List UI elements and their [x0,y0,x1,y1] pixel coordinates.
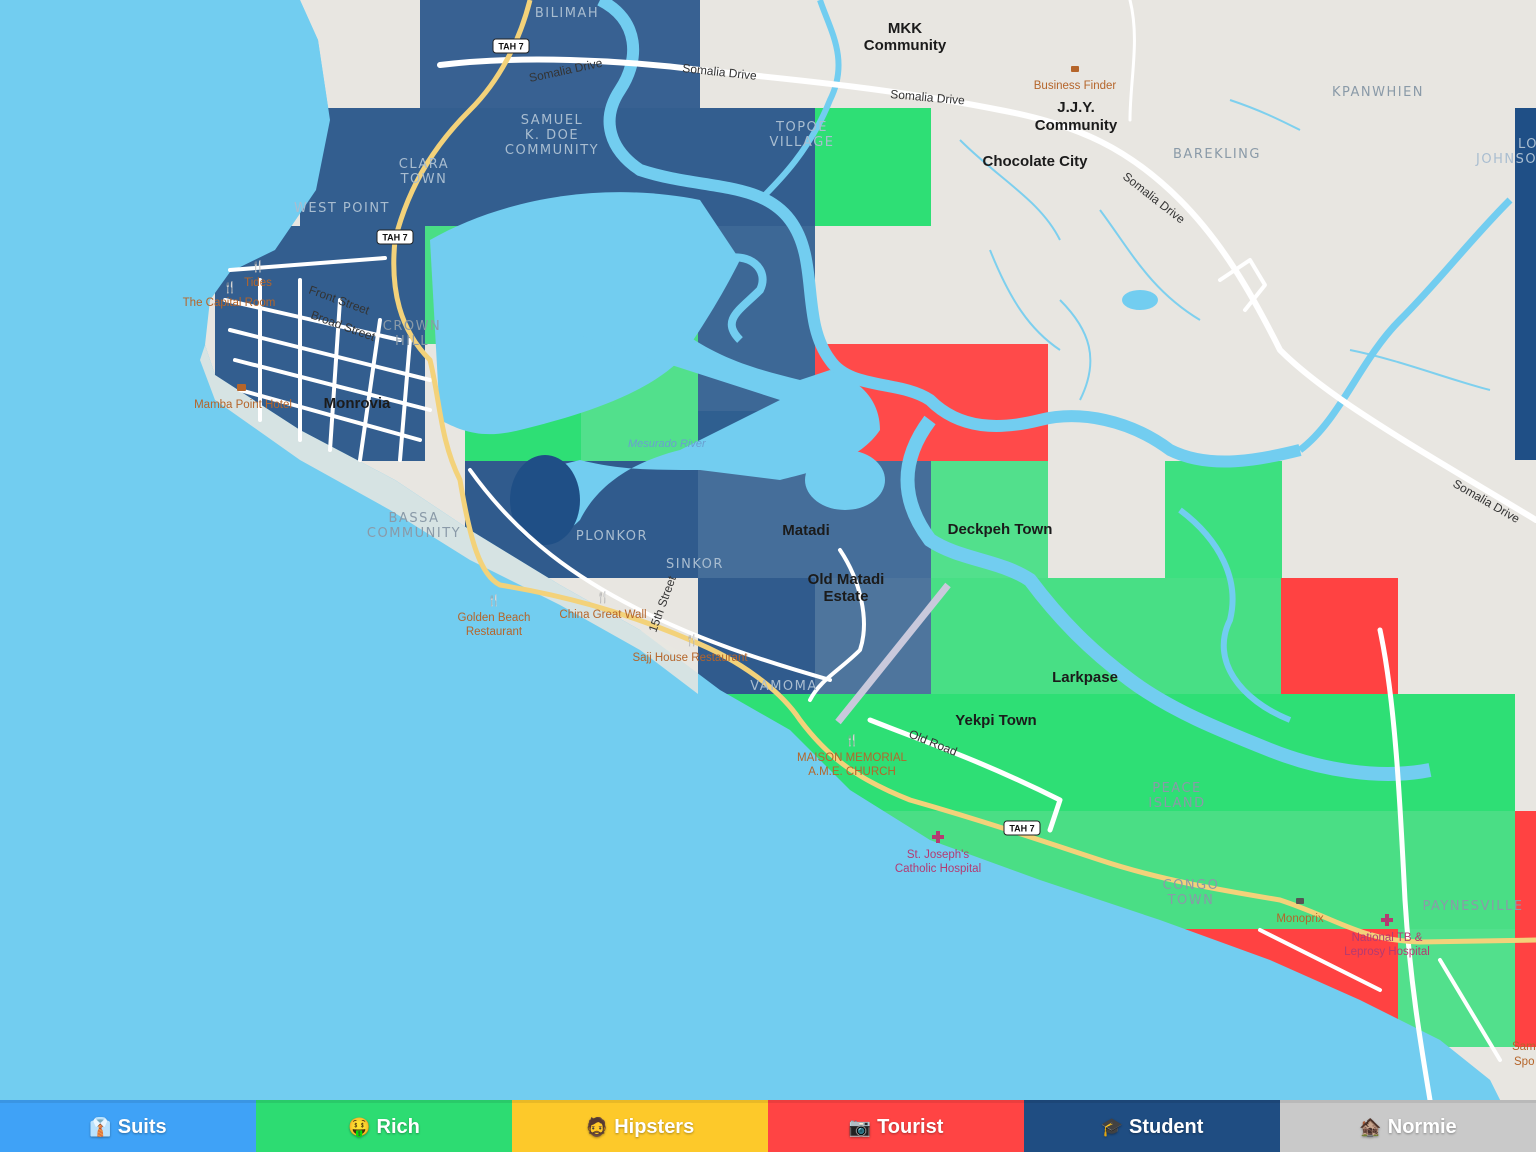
legend-label: Student [1128,1116,1204,1138]
legend-tourist-button[interactable]: 📷 Tourist [768,1100,1024,1152]
restaurant-icon: 🍴 [845,734,859,747]
tah7-shield-3: TAH 7 [1003,820,1041,836]
legend-normie-button[interactable]: 🏚️ Normie [1280,1100,1536,1152]
svg-text:TAH 7: TAH 7 [1009,824,1034,834]
hood-clara-1: CLARA [399,157,449,172]
hood-barekling: BAREKLING [1173,147,1261,162]
poi-samu-2: Spo [1514,1056,1534,1068]
legend-label: Rich [376,1116,420,1138]
hood-bassa-1: BASSA [389,511,440,526]
hood-peace-2: ISLAND [1148,796,1205,811]
poi-china-great-wall: China Great Wall [559,609,646,621]
place-mkk-2: Community [864,37,947,54]
svg-text:TAH 7: TAH 7 [382,233,407,243]
airstrip [835,582,951,725]
hood-low-2: JOHNSON [1475,152,1536,167]
poi-tides: Tides [244,277,272,289]
poi-golden-beach-2: Restaurant [466,626,523,638]
suit-icon: 👔 [89,1117,112,1138]
poi-maison-1: MAISON MEMORIAL [797,752,908,764]
restaurant-icon: 🍴 [685,634,699,647]
hood-congo-2: TOWN [1167,893,1215,908]
hood-clara-2: TOWN [400,172,448,187]
hood-crown-1: CROWN [383,319,441,334]
place-matadi: Matadi [782,522,830,539]
place-larkpase: Larkpase [1052,669,1118,686]
road-label-somalia-3: Somalia Drive [890,87,966,107]
place-jjy-2: Community [1035,117,1118,134]
hood-west-point: WEST POINT [294,201,390,216]
hood-samuel-2: K. DOE [525,128,579,143]
hood-crown-2: HILL [395,334,429,349]
legend-bar: 👔 Suits 🤑 Rich 🧔 Hipsters 📷 Tourist 🎓 St… [0,1100,1536,1152]
money-face-icon: 🤑 [348,1117,371,1138]
place-yekpi-town: Yekpi Town [955,712,1036,729]
beach [200,345,698,694]
ocean-overlay [0,0,330,300]
river-label: Mesurado River [628,438,707,450]
place-deckpeh-town: Deckpeh Town [948,521,1053,538]
hood-topoe-2: VILLAGE [770,135,835,150]
place-jjy-1: J.J.Y. [1057,99,1095,116]
mesurado-river [430,0,1513,781]
poi-national-tb-1: National TB & [1352,932,1423,944]
restaurant-icon: 🍴 [223,281,237,294]
hospital-icons [932,831,1393,926]
poi-mamba-point: Mamba Point Hotel [194,399,292,411]
hotel-icon [237,384,246,391]
shop-icon [1071,66,1079,72]
house-icon: 🏚️ [1359,1117,1382,1138]
legend-rich-button[interactable]: 🤑 Rich [256,1100,512,1152]
shop-icon [1296,898,1304,904]
poi-icons: 🍴 🍴 🍴 🍴 🍴 🍴 [223,66,1304,904]
legend-label: Suits [117,1116,167,1138]
tah7-shield-1: TAH 7 [492,38,530,54]
hood-plonkor: PLONKOR [576,529,648,544]
poi-business-finder: Business Finder [1034,80,1117,92]
poi-st-joseph-1: St. Joseph's [907,849,970,861]
restaurant-icon: 🍴 [596,591,610,604]
poi-sajj-house: Sajj House Restaurant [632,652,748,664]
svg-text:TAH 7: TAH 7 [498,42,523,52]
poi-maison-2: A.M.E. CHURCH [808,766,896,778]
tah7-shield-2: TAH 7 [376,229,414,245]
poi-st-joseph-2: Catholic Hospital [895,863,981,875]
legend-label: Hipsters [614,1116,695,1138]
hood-bilimah: BILIMAH [535,6,599,21]
place-old-matadi-1: Old Matadi [808,571,885,588]
legend-label: Tourist [877,1116,944,1138]
hood-peace-1: PEACE [1152,781,1202,796]
hood-topoe-1: TOPOE [775,120,828,135]
legend-label: Normie [1387,1116,1457,1138]
hood-bassa-2: COMMUNITY [367,526,461,541]
hood-samuel-1: SAMUEL [521,113,584,128]
hood-vamoma: VAMOMA [750,679,818,694]
place-old-matadi-2: Estate [823,588,868,605]
poi-golden-beach-1: Golden Beach [458,612,531,624]
poi-national-tb-2: Leprosy Hospital [1344,946,1430,958]
poi-samu-1: Samu [1512,1041,1536,1053]
place-mkk-1: MKK [888,20,922,37]
restaurant-icon: 🍴 [487,594,501,607]
camera-icon: 📷 [848,1117,872,1138]
neighborhood-map[interactable]: TAH 7 TAH 7 TAH 7 Somalia Drive Somalia … [0,0,1536,1100]
creeks [959,99,1491,401]
road-network [223,0,1536,1100]
hood-sinkor: SINKOR [666,557,724,572]
graduation-cap-icon: 🎓 [1100,1117,1123,1138]
hood-kpanwhien: KPANWHIEN [1332,85,1424,100]
place-chocolate-city: Chocolate City [982,153,1088,170]
hood-low-1: LOW [1518,137,1536,152]
legend-hipsters-button[interactable]: 🧔 Hipsters [512,1100,768,1152]
bearded-person-icon: 🧔 [585,1117,609,1138]
hood-paynesville: PAYNESVILLE [1423,899,1524,914]
poi-monoprix: Monoprix [1276,913,1324,925]
poi-capital-room: The Capital Room [183,297,276,309]
place-monrovia: Monrovia [324,395,391,412]
legend-student-button[interactable]: 🎓 Student [1024,1100,1280,1152]
hood-samuel-3: COMMUNITY [505,143,599,158]
legend-suits-button[interactable]: 👔 Suits [0,1100,256,1152]
hood-congo-1: CONGO [1163,878,1220,893]
restaurant-icon: 🍴 [251,260,265,273]
